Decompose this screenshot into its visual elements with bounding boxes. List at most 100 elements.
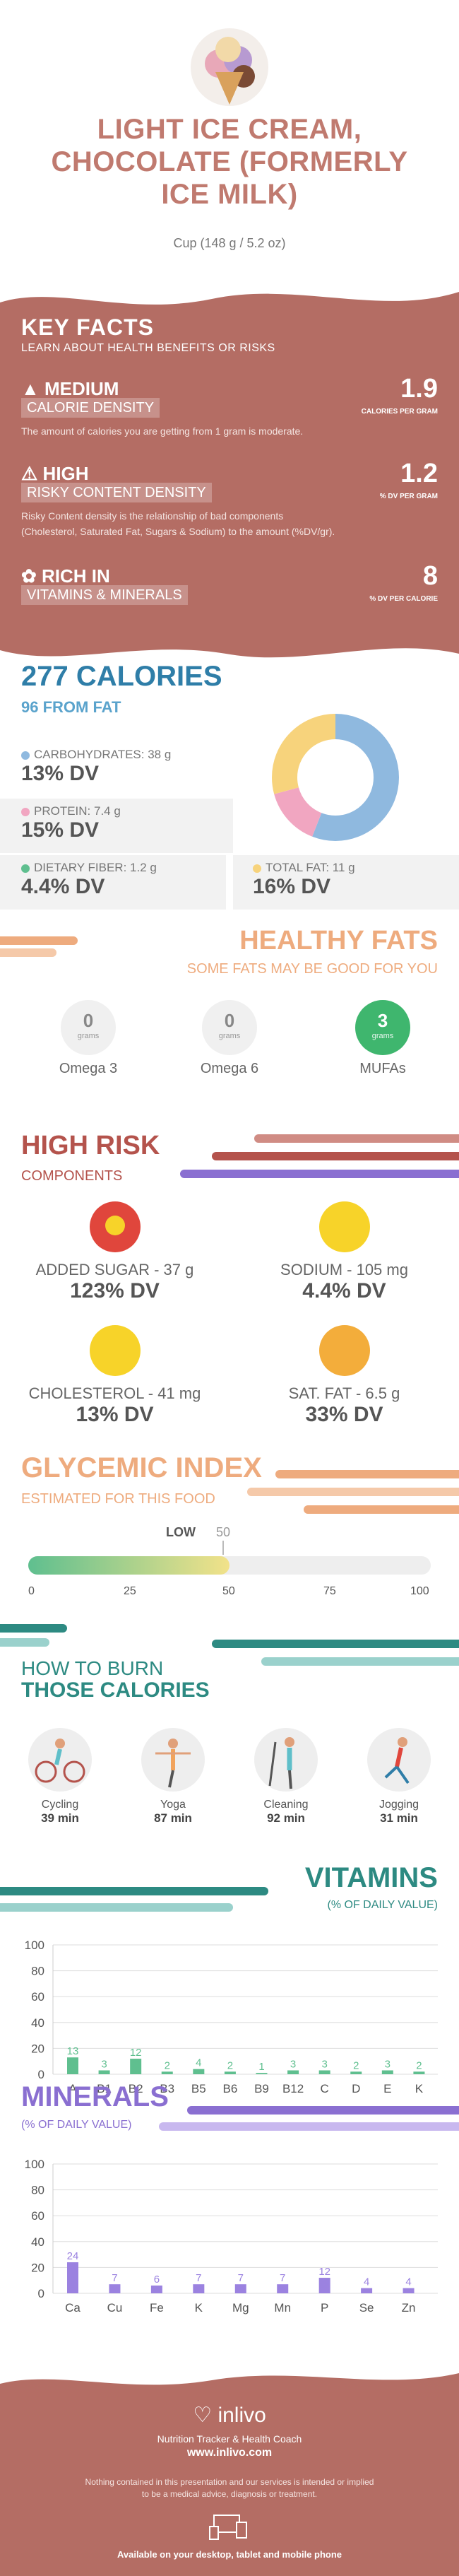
calorie-density-label: CALORIE DENSITY [21, 398, 160, 418]
minerals-title: MINERALS [21, 2081, 169, 2112]
decor-stripe [0, 936, 78, 945]
decor-stripe [159, 2122, 459, 2131]
mineral-category-label: Mg [232, 2301, 249, 2315]
footer-brand: ♡ inlivo [0, 2403, 459, 2428]
footer-available: Available on your desktop, tablet and mo… [117, 2549, 342, 2560]
protein-label: PROTEIN: 7.4 g [34, 804, 121, 818]
vitamin-category-label: B9 [254, 2082, 269, 2095]
glycemic-level: LOW [166, 1525, 196, 1539]
mineral-category-label: Zn [402, 2301, 416, 2315]
mineral-bar [109, 2284, 121, 2293]
key-facts-section [0, 278, 459, 676]
vitamin-bar [193, 2069, 205, 2074]
risky-content-desc-1: Risky Content density is the relationshi… [21, 510, 284, 522]
vitamin-bar [98, 2070, 110, 2074]
added-sugar-dv: 123% DV [70, 1279, 160, 1302]
mineral-value-label: 6 [154, 2274, 160, 2286]
mineral-ytick: 60 [31, 2209, 44, 2223]
cholesterol-label: CHOLESTEROL - 41 mg [28, 1384, 201, 1402]
mineral-ytick: 20 [31, 2261, 44, 2274]
decor-stripe [247, 1488, 459, 1496]
decor-stripe [0, 1638, 49, 1647]
omega3-item: 0 grams Omega 3 [39, 1000, 138, 1077]
carbs-label: CARBOHYDRATES: 38 g [34, 748, 172, 761]
jogging-label: Jogging [378, 1799, 419, 1811]
omega3-unit: grams [77, 1032, 100, 1040]
macro-donut-chart [272, 714, 399, 841]
omega3-label: Omega 3 [59, 1061, 118, 1076]
omega3-value: 0 [83, 1010, 94, 1031]
calorie-density-level: ▲ MEDIUM [21, 378, 119, 399]
mineral-category-label: Ca [65, 2301, 81, 2315]
footer-url[interactable]: www.inlivo.com [186, 2447, 273, 2459]
vitamins-bar-chart: 100 80 60 40 20 0 13 A 3 B1 12 B2 2 B3 4 B5 2 B6 1 B9 3 B12 3 C… [25, 1939, 438, 2095]
vitamin-value-label: 12 [130, 2047, 142, 2059]
fiber-label: DIETARY FIBER: 1.2 g [34, 861, 157, 874]
minerals-subtitle: (% OF DAILY VALUE) [21, 2119, 132, 2131]
sat-fat-dv: 33% DV [305, 1403, 383, 1426]
protein-dv: 15% DV [21, 818, 100, 842]
risky-content-unit: % DV PER GRAM [379, 493, 438, 500]
fat-block: TOTAL FAT: 11 g 16% DV [233, 855, 459, 910]
vitamin-category-label: C [321, 2082, 329, 2095]
high-risk-subtitle: COMPONENTS [21, 1168, 123, 1184]
vitamin-value-label: 4 [196, 2057, 201, 2069]
mineral-bar [150, 2286, 162, 2293]
mineral-category-label: Se [359, 2301, 374, 2315]
risky-content-label: RISKY CONTENT DENSITY [21, 483, 212, 502]
neutral-face-icon [318, 1325, 370, 1376]
devices-icon [208, 2512, 251, 2541]
heart-icon: ♡ [193, 2404, 213, 2427]
vitamin-value-label: 3 [290, 2059, 296, 2071]
jogging-icon [367, 1728, 431, 1792]
glycemic-subtitle: ESTIMATED FOR THIS FOOD [21, 1491, 215, 1507]
fiber-dot [21, 864, 30, 873]
minerals-bar-chart: 100 80 60 40 20 0 24 Ca 7 Cu 6 Fe 7 K 7 Mg 7 Mn 12 P 4 Se 4 Zn [25, 2158, 438, 2315]
glycemic-marker [222, 1541, 224, 1555]
vitamin-bar [413, 2071, 425, 2074]
flame-icon: ▲ [21, 378, 40, 399]
mufas-label: MUFAs [359, 1061, 406, 1076]
vitamin-value-label: 13 [67, 2045, 79, 2057]
vitamin-category-label: B1 [97, 2082, 112, 2095]
sat-fat-item: SAT. FAT - 6.5 g 33% DV [230, 1325, 459, 1427]
mineral-ytick: 80 [31, 2184, 44, 2197]
decor-stripe [0, 948, 56, 957]
mineral-category-label: P [321, 2301, 328, 2315]
leaf-icon: ✿ [21, 565, 37, 587]
carbs-block: CARBOHYDRATES: 38 g 13% DV [0, 742, 233, 796]
vitamin-category-label: B6 [223, 2082, 238, 2095]
cholesterol-dv: 13% DV [76, 1403, 154, 1426]
decor-stripe [304, 1505, 459, 1514]
fiber-dv: 4.4% DV [21, 875, 105, 898]
page-title: LIGHT ICE CREAM, CHOCOLATE (FORMERLY ICE… [51, 114, 408, 210]
vitamin-bar [381, 2070, 393, 2074]
mineral-ytick: 0 [38, 2287, 44, 2300]
glycemic-track [28, 1556, 431, 1575]
cleaning-time: 92 min [267, 1811, 305, 1825]
footer-disclaimer-1: Nothing contained in this presentation a… [85, 2477, 374, 2487]
vitamin-ytick: 40 [31, 2016, 44, 2030]
vitamin-bar [318, 2070, 330, 2074]
jogging-time: 31 min [380, 1811, 418, 1825]
mineral-ytick: 100 [25, 2158, 44, 2171]
vitamin-ytick: 80 [31, 1965, 44, 1978]
glycemic-tick: 50 [222, 1585, 235, 1597]
vitamin-category-label: K [415, 2082, 424, 2095]
mineral-bar [234, 2284, 246, 2293]
cleaning-icon [254, 1728, 318, 1792]
vitamin-ytick: 100 [25, 1939, 44, 1952]
calorie-density-value: 1.9 [400, 374, 438, 404]
glycemic-value-label: 50 [216, 1525, 231, 1539]
footer-disclaimer-2: to be a medical advice, diagnosis or tre… [141, 2489, 318, 2499]
mufas-item: 3 grams MUFAs [333, 1000, 432, 1077]
vitamins-label: VITAMINS & MINERALS [21, 585, 188, 605]
vitamins-value: 8 [422, 561, 438, 591]
vitamin-value-label: 2 [353, 2059, 359, 2071]
healthy-fats-title: HEALTHY FATS [239, 926, 438, 955]
vitamins-unit: % DV PER CALORIE [369, 595, 438, 603]
carbs-dv: 13% DV [21, 762, 100, 785]
sad-face-icon [89, 1201, 141, 1252]
high-risk-title: HIGH RISK [21, 1131, 160, 1160]
omega6-label: Omega 6 [200, 1061, 259, 1076]
